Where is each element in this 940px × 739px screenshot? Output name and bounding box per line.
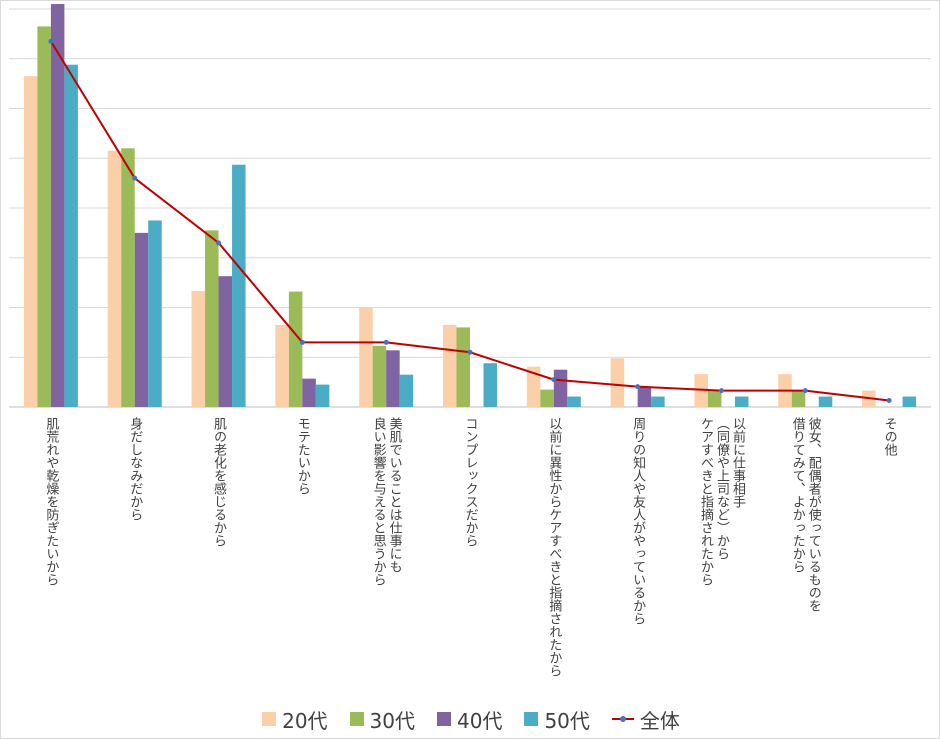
total-marker-2 xyxy=(216,240,222,246)
bar-50代-1 xyxy=(148,220,162,407)
bar-30代-8 xyxy=(707,390,722,407)
category-label-3: モテたいから xyxy=(295,417,310,495)
bar-20代-1 xyxy=(107,150,122,407)
category-labels: 肌荒れや乾燥を防ぎたいから 身だしなみだから 肌の老化を感じるから モテたいから 美肌で… xyxy=(43,416,897,677)
bar-30代-6 xyxy=(540,389,554,407)
legend-swatch-20s xyxy=(262,712,277,726)
legend-item-50s: 50代 xyxy=(524,705,590,734)
bar-50代-0 xyxy=(64,64,78,407)
legend-item-40s: 40代 xyxy=(437,705,502,734)
bar-30代-4 xyxy=(372,345,387,407)
bar-20代-3 xyxy=(275,324,289,407)
bar-40代-0 xyxy=(50,4,65,408)
category-label-8-line-1: （同僚や上司など）から xyxy=(714,417,730,560)
total-marker-10 xyxy=(886,398,892,404)
bar-20代-2 xyxy=(191,291,206,407)
category-label-2: 肌の老化を感じるから xyxy=(211,417,227,547)
bar-20代-4 xyxy=(359,307,373,407)
category-label-7: 周りの知人や友人がやっているから xyxy=(630,417,646,625)
total-marker-8 xyxy=(718,388,724,394)
bar-20代-6 xyxy=(526,366,541,407)
bar-50代-9 xyxy=(818,396,833,407)
bar-30代-9 xyxy=(791,390,806,407)
category-label-9-line-0: 彼女、配偶者が使っているものを xyxy=(806,417,822,612)
bar-40代-2 xyxy=(218,276,233,407)
category-label-6: 以前に異性からケアすべきと指摘されたから xyxy=(546,417,562,677)
bar-50代-10 xyxy=(902,396,917,407)
legend-label-50s: 50代 xyxy=(544,708,590,733)
bar-20代-5 xyxy=(443,324,457,407)
total-marker-7 xyxy=(635,384,641,390)
category-label-8-line-0: 以前に仕事相手 xyxy=(730,417,746,508)
legend-swatch-30s xyxy=(349,712,364,726)
bar-50代-7 xyxy=(651,396,665,407)
bar-50代-6 xyxy=(567,396,581,407)
legend-label-30s: 30代 xyxy=(369,708,415,733)
category-label-10: その他 xyxy=(882,417,898,457)
total-marker-4 xyxy=(383,339,389,345)
category-label-5: コンプレックスだから xyxy=(463,417,478,547)
bar-50代-5 xyxy=(483,363,497,407)
category-label-9-line-1: 借りてみて、よかったから xyxy=(790,417,806,573)
legend-swatch-50s xyxy=(524,712,539,726)
legend-item-30s: 30代 xyxy=(349,705,415,734)
total-marker-0 xyxy=(48,38,54,44)
category-label-1: 身だしなみだから xyxy=(127,416,143,521)
bars xyxy=(23,4,917,408)
bar-30代-1 xyxy=(121,148,135,408)
category-label-4-line-0: 美肌でいることは仕事にも xyxy=(387,417,403,573)
total-marker-9 xyxy=(802,388,808,394)
legend-item-20s: 20代 xyxy=(262,705,328,734)
bar-30代-5 xyxy=(456,327,470,407)
chart-svg: 肌荒れや乾燥を防ぎたいから 身だしなみだから 肌の老化を感じるから モテたいから 美肌で… xyxy=(9,4,931,677)
legend-swatch-40s xyxy=(437,712,451,726)
bar-30代-0 xyxy=(37,26,51,407)
total-marker-5 xyxy=(467,349,473,355)
bar-20代-7 xyxy=(610,358,625,407)
bar-30代-2 xyxy=(205,230,219,407)
legend-line-marker xyxy=(611,712,634,726)
bar-50代-2 xyxy=(232,164,246,407)
bar-40代-4 xyxy=(386,350,400,407)
legend: 20代 30代 40代 50代 全体 xyxy=(1,704,939,734)
category-label-8-line-2: ケアすべきと指摘されたから xyxy=(698,417,714,586)
total-line xyxy=(48,38,892,404)
legend-label-20s: 20代 xyxy=(282,708,328,733)
legend-label-total: 全体 xyxy=(639,708,680,733)
bar-20代-0 xyxy=(23,76,38,407)
bar-40代-1 xyxy=(134,232,149,407)
bar-40代-3 xyxy=(302,378,316,407)
bar-50代-4 xyxy=(399,374,414,407)
bar-40代-6 xyxy=(553,369,568,407)
total-marker-1 xyxy=(132,175,138,181)
legend-label-40s: 40代 xyxy=(457,708,503,733)
total-marker-6 xyxy=(551,377,557,383)
gridlines xyxy=(9,8,931,408)
bar-40代-7 xyxy=(637,387,652,407)
bar-30代-3 xyxy=(288,291,303,407)
bar-50代-3 xyxy=(315,384,330,407)
legend-item-total: 全体 xyxy=(611,705,680,734)
category-label-0: 肌荒れや乾燥を防ぎたいから xyxy=(43,417,59,586)
bar-50代-8 xyxy=(734,396,749,407)
total-marker-3 xyxy=(299,339,305,345)
category-label-4-line-1: 良い影響を与えると思うから xyxy=(371,416,387,586)
